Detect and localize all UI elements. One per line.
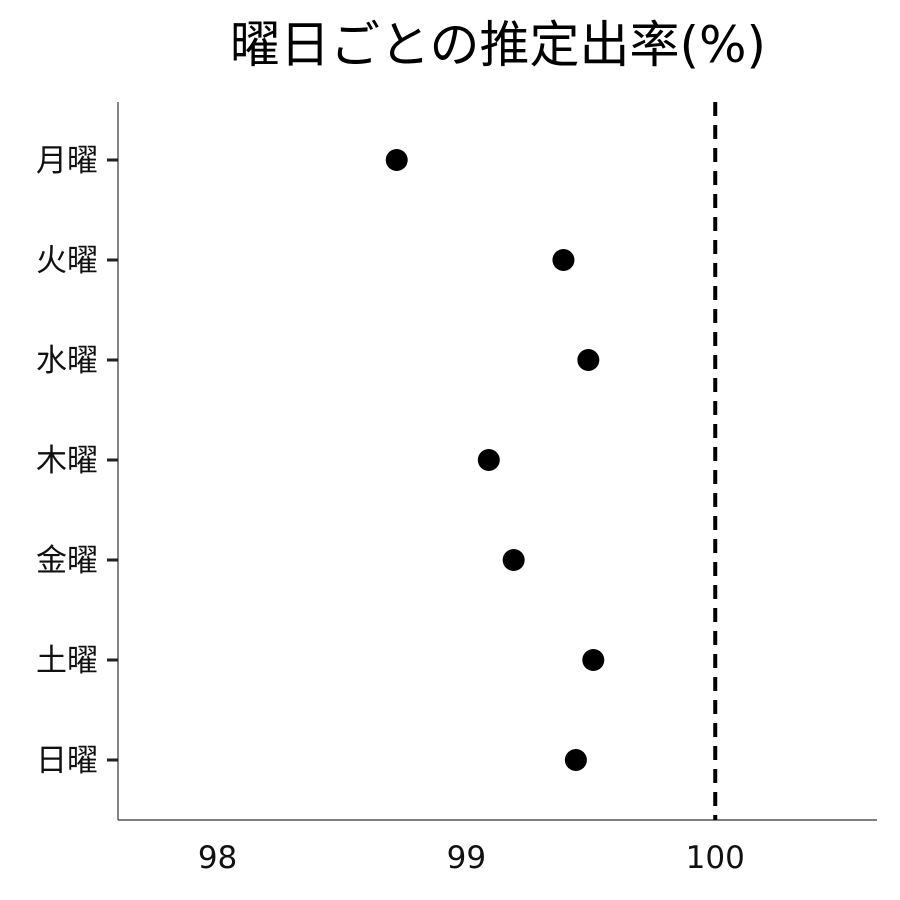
y-tick-label: 水曜 [36,343,98,379]
y-tick-label: 火曜 [36,243,98,279]
y-tick-label: 木曜 [36,443,98,479]
x-tick-label: 100 [686,840,745,876]
data-point [552,249,575,271]
y-tick-label: 月曜 [36,143,98,179]
y-tick-label: 日曜 [36,743,98,779]
x-tick-label: 99 [447,840,486,876]
data-point [582,649,605,671]
y-tick-label: 土曜 [36,643,98,679]
data-point [477,449,500,471]
data-point [502,549,525,571]
chart-title: 曜日ごとの推定出率(%) [230,16,766,74]
x-tick-label: 98 [198,840,237,876]
data-point [385,149,408,171]
y-tick-label: 金曜 [36,543,98,579]
data-point [577,349,600,371]
data-point [564,749,587,771]
